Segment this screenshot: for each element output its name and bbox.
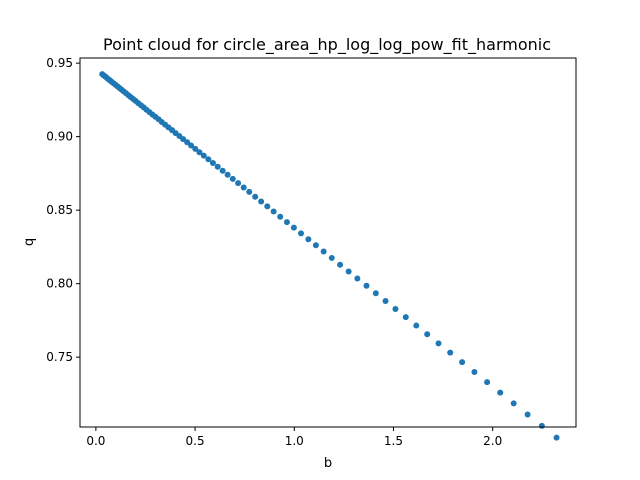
y-tick-label: 0.90 bbox=[46, 130, 73, 144]
data-point bbox=[188, 142, 195, 149]
data-point bbox=[224, 171, 231, 178]
data-point bbox=[413, 322, 420, 329]
data-point bbox=[277, 213, 284, 220]
x-tick-label: 0.0 bbox=[86, 434, 105, 448]
data-point bbox=[354, 275, 361, 282]
data-point bbox=[382, 298, 389, 305]
data-point bbox=[200, 152, 207, 159]
data-point bbox=[184, 139, 191, 146]
x-axis-label: b bbox=[324, 456, 332, 471]
y-axis: 0.75 0.80 0.85 0.90 0.95 bbox=[46, 56, 80, 364]
x-tick-label: 2.0 bbox=[483, 434, 502, 448]
data-point bbox=[264, 203, 271, 210]
data-point bbox=[196, 149, 203, 156]
data-point bbox=[229, 175, 236, 182]
data-point bbox=[283, 219, 290, 226]
data-point bbox=[192, 145, 199, 152]
data-point bbox=[312, 242, 319, 249]
data-point bbox=[298, 230, 305, 237]
data-point bbox=[345, 268, 352, 275]
data-point bbox=[337, 261, 344, 268]
y-tick-label: 0.80 bbox=[46, 277, 73, 291]
data-point bbox=[497, 389, 504, 396]
y-tick-label: 0.85 bbox=[46, 203, 73, 217]
data-point bbox=[235, 180, 242, 187]
data-point bbox=[305, 236, 312, 243]
data-points bbox=[99, 71, 560, 441]
plot-area-frame bbox=[79, 57, 577, 428]
data-point bbox=[553, 434, 560, 441]
y-tick-label: 0.75 bbox=[46, 350, 73, 364]
data-point bbox=[372, 290, 379, 297]
data-point bbox=[524, 411, 531, 418]
data-point bbox=[402, 314, 409, 321]
data-point bbox=[424, 331, 431, 338]
x-tick-label: 1.5 bbox=[384, 434, 403, 448]
y-tick-label: 0.95 bbox=[46, 56, 73, 70]
y-axis-label: q bbox=[22, 238, 37, 246]
data-point bbox=[484, 379, 491, 386]
data-point bbox=[392, 305, 399, 312]
data-point bbox=[320, 248, 327, 255]
data-point bbox=[252, 193, 259, 200]
data-point bbox=[246, 188, 253, 195]
data-point bbox=[270, 208, 277, 215]
data-point bbox=[219, 167, 226, 174]
data-point bbox=[328, 254, 335, 261]
data-point bbox=[363, 282, 370, 289]
x-tick-label: 0.5 bbox=[186, 434, 205, 448]
data-point bbox=[459, 359, 466, 366]
x-tick-label: 1.0 bbox=[285, 434, 304, 448]
data-point bbox=[538, 422, 545, 429]
data-point bbox=[435, 340, 442, 347]
data-point bbox=[510, 400, 517, 407]
data-point bbox=[290, 224, 297, 231]
data-point bbox=[447, 349, 454, 356]
data-point bbox=[258, 198, 265, 205]
data-point bbox=[209, 159, 216, 166]
chart-title: Point cloud for circle_area_hp_log_log_p… bbox=[103, 35, 551, 55]
data-point bbox=[240, 184, 247, 191]
data-point bbox=[471, 369, 478, 376]
x-axis: 0.0 0.5 1.0 1.5 2.0 bbox=[86, 427, 502, 448]
data-point bbox=[214, 163, 221, 170]
data-point bbox=[205, 156, 212, 163]
